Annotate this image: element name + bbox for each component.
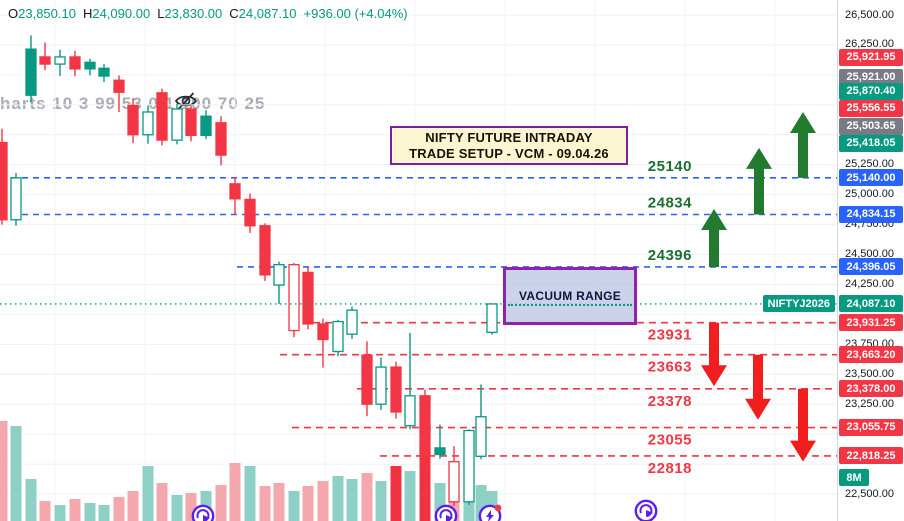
- close-value: 24,087.10: [238, 6, 297, 21]
- axis-price-badge: 23,931.25: [839, 314, 903, 332]
- chart-canvas[interactable]: 25140 24834 24396 23931 23663 23378 23055 22818: [0, 0, 837, 521]
- jump-arrow-icon[interactable]: [634, 499, 658, 521]
- trade-setup-annotation[interactable]: NIFTY FUTURE INTRADAY TRADE SETUP - VCM …: [390, 126, 628, 165]
- axis-tick: 25,000.00: [845, 188, 894, 201]
- axis-price-badge: 23,378.00: [839, 380, 903, 398]
- indicator-watermark: harts 10 3 99 53 0.1 100 70 25: [0, 94, 266, 113]
- symbol-badge: NIFTYJ2026: [762, 295, 835, 313]
- jump-arrow-icon[interactable]: [434, 504, 458, 521]
- level-label: 23055: [648, 432, 692, 449]
- volume-bars: [0, 418, 498, 521]
- axis-tick: 26,500.00: [845, 8, 894, 21]
- volume-badge: 8M: [839, 469, 869, 486]
- current-price-dotline: [508, 304, 632, 306]
- trade-setup-line1: NIFTY FUTURE INTRADAY: [425, 130, 593, 145]
- level-label: 23378: [648, 393, 692, 410]
- low-label: L: [157, 6, 165, 21]
- current-price-badge: 24,087.10: [839, 295, 903, 313]
- axis-price-badge: 25,418.05: [839, 134, 903, 152]
- axis-price-badge: 25,140.00: [839, 169, 903, 187]
- axis-price-badge: 25,921.00: [839, 68, 903, 86]
- axis-price-badge: 23,055.75: [839, 418, 903, 436]
- trade-setup-line2: TRADE SETUP - VCM - 09.04.26: [409, 146, 609, 161]
- jump-arrow-icon[interactable]: [191, 504, 215, 521]
- axis-tick: 26,250.00: [845, 38, 894, 51]
- low-value: 23,830.00: [164, 6, 223, 21]
- vacuum-range-label: VACUUM RANGE: [518, 289, 622, 303]
- change-value: +936.00 (+4.04%): [303, 6, 408, 21]
- high-value: 24,090.00: [92, 6, 151, 21]
- axis-tick: 23,250.00: [845, 397, 894, 410]
- axis-price-badge: 25,503.65: [839, 117, 903, 135]
- open-label: O: [8, 6, 19, 21]
- close-label: C: [229, 6, 239, 21]
- level-label: 22818: [648, 460, 692, 477]
- flash-alert-icon[interactable]: [478, 504, 502, 521]
- axis-price-badge: 25,870.40: [839, 82, 903, 100]
- level-label: 25140: [648, 158, 692, 175]
- ohlc-header: O23,850.10 H24,090.00 L23,830.00 C24,087.10…: [8, 6, 408, 21]
- vacuum-range-annotation[interactable]: VACUUM RANGE: [503, 267, 637, 325]
- axis-tick: 24,500.00: [845, 248, 894, 260]
- high-label: H: [82, 6, 93, 21]
- level-label: 23931: [648, 327, 692, 344]
- trend-arrows[interactable]: [701, 111, 816, 462]
- candlesticks: [0, 35, 498, 506]
- price-axis[interactable]: 26,500.00 26,250.00 25,250.00 25,000.00 24,7…: [837, 0, 904, 521]
- axis-price-badge: 22,818.25: [839, 447, 903, 465]
- level-label: 24834: [648, 195, 692, 212]
- level-label: 23663: [648, 359, 692, 376]
- axis-tick: 25,250.00: [845, 158, 894, 171]
- axis-price-badge: 25,556.55: [839, 99, 903, 117]
- axis-tick: 24,250.00: [845, 277, 894, 290]
- axis-price-badge: 24,396.05: [839, 258, 903, 276]
- axis-price-badge: 23,663.20: [839, 346, 903, 364]
- level-labels: 25140 24834 24396 23931 23663 23378 23055 22818: [648, 158, 692, 477]
- axis-price-badge: 25,921.95: [839, 48, 903, 66]
- axis-price-badge: 24,834.15: [839, 205, 903, 223]
- chart-markers[interactable]: [191, 499, 658, 521]
- axis-tick: 23,500.00: [845, 367, 894, 380]
- axis-tick: 22,500.00: [845, 487, 894, 500]
- level-label: 24396: [648, 247, 692, 264]
- open-value: 23,850.10: [18, 6, 76, 21]
